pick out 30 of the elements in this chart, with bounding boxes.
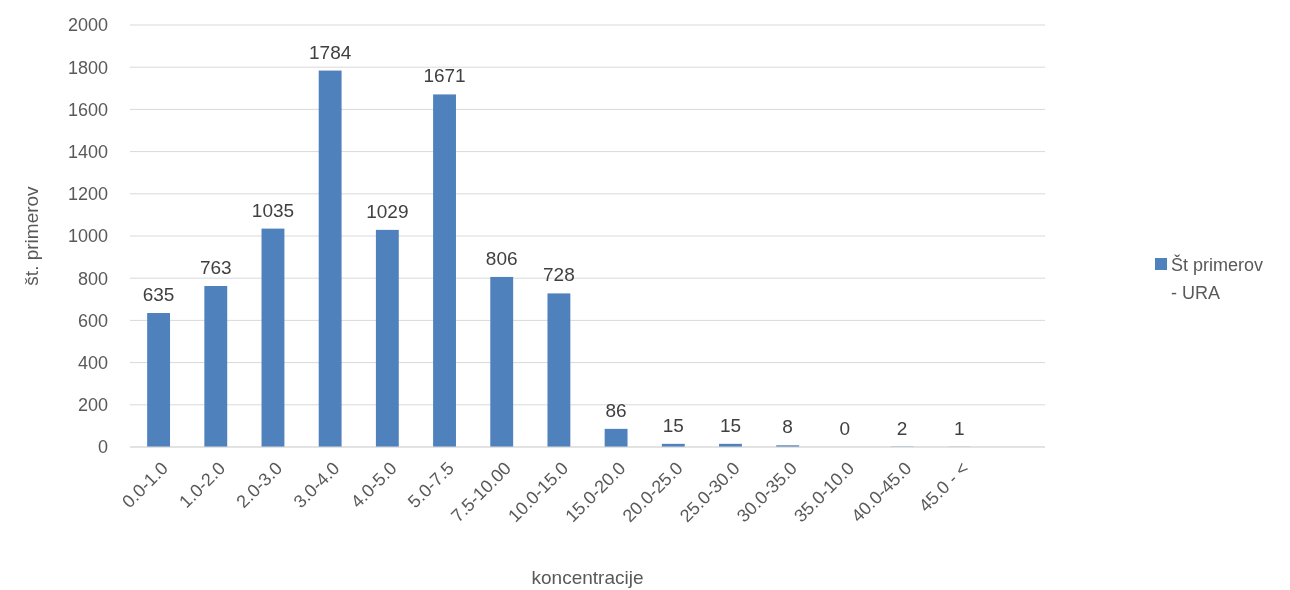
x-axis-title: koncentracije: [531, 567, 644, 588]
data-label: 1784: [309, 41, 352, 63]
y-tick-label: 800: [77, 268, 108, 289]
data-label: 763: [199, 257, 232, 279]
data-label: 1671: [423, 65, 466, 87]
data-label: 15: [662, 414, 684, 436]
y-axis-title: št. primerov: [21, 185, 42, 286]
data-label: 635: [142, 284, 175, 306]
x-tick-label: 45.0 - <: [914, 458, 973, 516]
data-label: 15: [719, 414, 742, 436]
data-label: 2: [896, 417, 908, 439]
y-tick-label: 1000: [67, 226, 108, 247]
y-tick-label: 600: [77, 310, 108, 331]
data-label: 1: [953, 417, 965, 439]
y-tick-label: 1600: [67, 99, 108, 120]
y-tick-label: 2000: [67, 15, 108, 36]
y-tick-label: 1400: [67, 141, 108, 162]
data-label: 1029: [366, 200, 409, 222]
legend-label: Št primerov - URA: [1171, 254, 1264, 304]
y-tick-label: 400: [77, 352, 108, 373]
data-label: 806: [485, 247, 518, 269]
y-tick-label: 1800: [67, 57, 108, 78]
data-label: 728: [543, 264, 575, 286]
data-label: 1035: [251, 199, 295, 221]
data-label: 8: [782, 416, 793, 438]
y-tick-label: 0: [97, 437, 108, 458]
data-label: 0: [839, 418, 851, 439]
y-tick-label: 200: [77, 395, 108, 416]
data-label: 86: [605, 399, 627, 421]
y-tick-label: 1200: [67, 184, 108, 205]
